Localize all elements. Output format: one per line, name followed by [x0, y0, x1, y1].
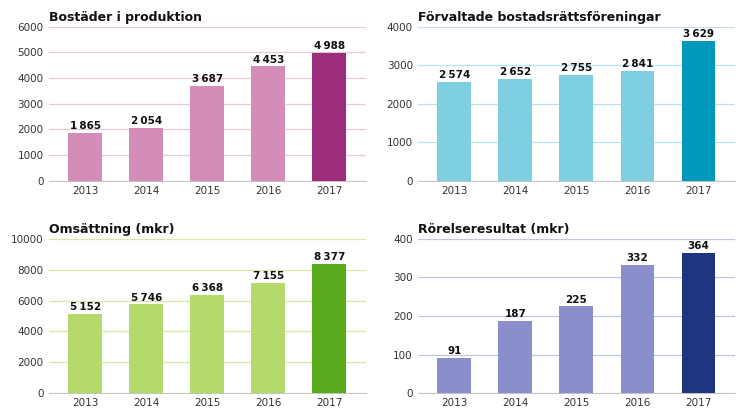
- Text: 1 865: 1 865: [69, 121, 101, 131]
- Bar: [621, 71, 654, 181]
- Text: 3 687: 3 687: [192, 74, 223, 84]
- Bar: [69, 314, 102, 393]
- Bar: [560, 75, 593, 181]
- Text: 8 377: 8 377: [313, 252, 345, 262]
- Text: 91: 91: [447, 346, 462, 356]
- Text: 7 155: 7 155: [253, 271, 283, 281]
- Bar: [437, 82, 471, 181]
- Text: 225: 225: [565, 295, 587, 305]
- Text: 2 755: 2 755: [561, 63, 592, 73]
- Bar: [682, 41, 715, 181]
- Text: 4 988: 4 988: [313, 41, 345, 51]
- Text: Omsättning (mkr): Omsättning (mkr): [48, 223, 174, 236]
- Text: 2 054: 2 054: [131, 116, 162, 126]
- Bar: [498, 321, 532, 393]
- Text: 187: 187: [504, 309, 526, 319]
- Text: 332: 332: [627, 253, 648, 263]
- Text: Bostäder i produktion: Bostäder i produktion: [48, 11, 201, 24]
- Text: 364: 364: [687, 241, 709, 251]
- Bar: [682, 253, 715, 393]
- Bar: [498, 79, 532, 181]
- Text: 2 652: 2 652: [500, 67, 531, 77]
- Text: Rörelseresultat (mkr): Rörelseresultat (mkr): [418, 223, 569, 236]
- Bar: [190, 295, 224, 393]
- Text: Förvaltade bostadsrättsföreningar: Förvaltade bostadsrättsföreningar: [418, 11, 660, 24]
- Bar: [437, 358, 471, 393]
- Text: 2 574: 2 574: [439, 70, 470, 80]
- Text: 4 453: 4 453: [253, 54, 284, 65]
- Bar: [313, 53, 346, 181]
- Bar: [560, 306, 593, 393]
- Text: 3 629: 3 629: [683, 29, 714, 39]
- Bar: [69, 133, 102, 181]
- Bar: [313, 264, 346, 393]
- Text: 5 746: 5 746: [131, 292, 162, 303]
- Text: 2 841: 2 841: [621, 59, 653, 70]
- Text: 6 368: 6 368: [192, 283, 223, 293]
- Bar: [190, 86, 224, 181]
- Text: 5 152: 5 152: [69, 302, 101, 312]
- Bar: [251, 66, 285, 181]
- Bar: [621, 265, 654, 393]
- Bar: [130, 305, 163, 393]
- Bar: [251, 283, 285, 393]
- Bar: [130, 128, 163, 181]
